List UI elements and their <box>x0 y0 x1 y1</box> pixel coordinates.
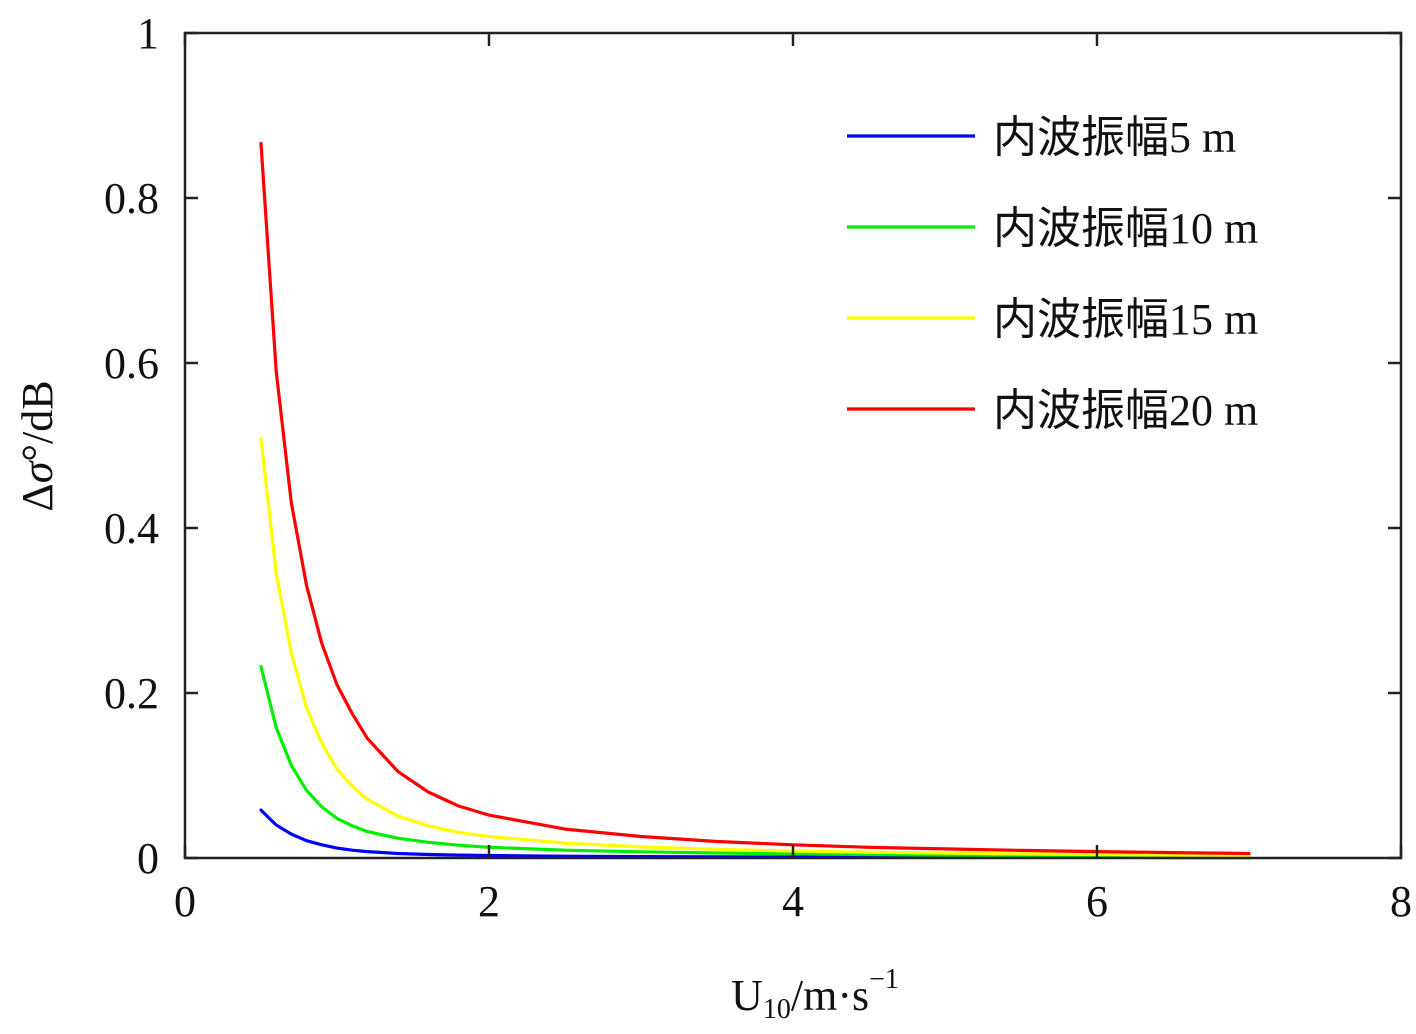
ticks <box>183 31 1403 860</box>
x-axis-title: U10/m·s−1 <box>731 964 899 1025</box>
y-axis-title-unit: /dB <box>13 380 62 444</box>
y-axis-title: Δσ°/dB <box>13 380 62 511</box>
y-axis-title-prefix: Δ <box>13 483 62 511</box>
x-axis-title-superscript: −1 <box>869 964 899 995</box>
y-tick-label: 0.2 <box>104 669 159 718</box>
y-axis-title-symbol: σ <box>13 459 62 483</box>
x-tick-label: 2 <box>478 877 500 926</box>
y-axis-title-degree: ° <box>13 444 62 462</box>
x-axis-title-subscript: 10 <box>763 994 791 1025</box>
x-tick-label: 0 <box>174 877 196 926</box>
legend-label-3: 内波振幅15 m <box>993 295 1258 344</box>
x-tick-label: 6 <box>1086 877 1108 926</box>
x-tick-label: 4 <box>782 877 804 926</box>
x-axis-title-unit: /m·s <box>791 971 869 1020</box>
series-line-3 <box>259 437 1251 858</box>
series-line-2 <box>259 664 1251 859</box>
legend-label-2: 内波振幅10 m <box>993 204 1258 253</box>
y-tick-label: 1 <box>137 9 159 58</box>
x-tick-label: 8 <box>1390 877 1412 926</box>
tick-labels: 0 2 4 6 8 0 0.2 0.4 0.6 0.8 1 <box>104 9 1412 926</box>
y-tick-label: 0.4 <box>104 504 159 553</box>
y-tick-label: 0.6 <box>104 339 159 388</box>
series-line-4 <box>259 141 1251 856</box>
y-tick-label: 0 <box>137 834 159 883</box>
legend-label-1: 内波振幅5 m <box>993 113 1236 162</box>
legend-label-4: 内波振幅20 m <box>993 386 1258 435</box>
y-tick-label: 0.8 <box>104 174 159 223</box>
legend: 内波振幅5 m 内波振幅10 m 内波振幅15 m 内波振幅20 m <box>847 113 1258 435</box>
x-axis-title-prefix: U <box>731 971 763 1020</box>
